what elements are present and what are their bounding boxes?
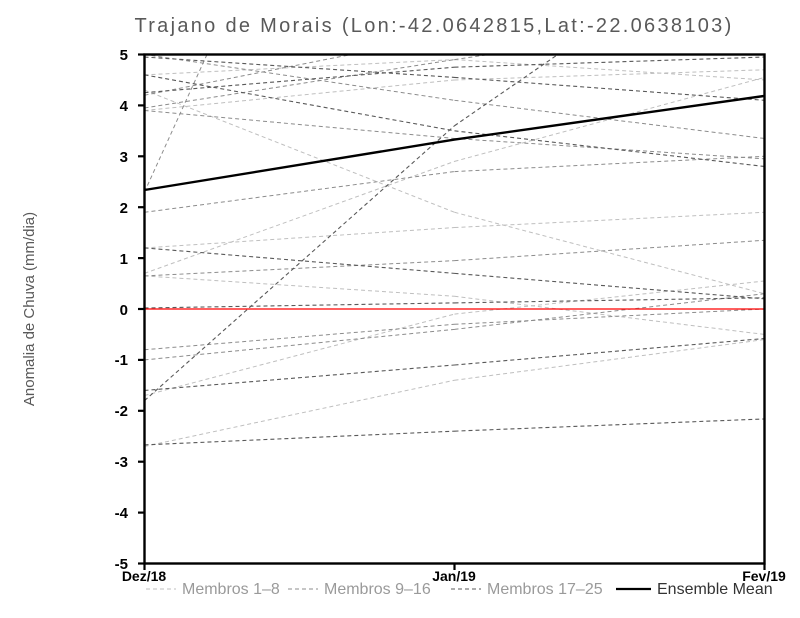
svg-text:Anomalia de Chuva (mm/dia): Anomalia de Chuva (mm/dia) (21, 212, 38, 406)
